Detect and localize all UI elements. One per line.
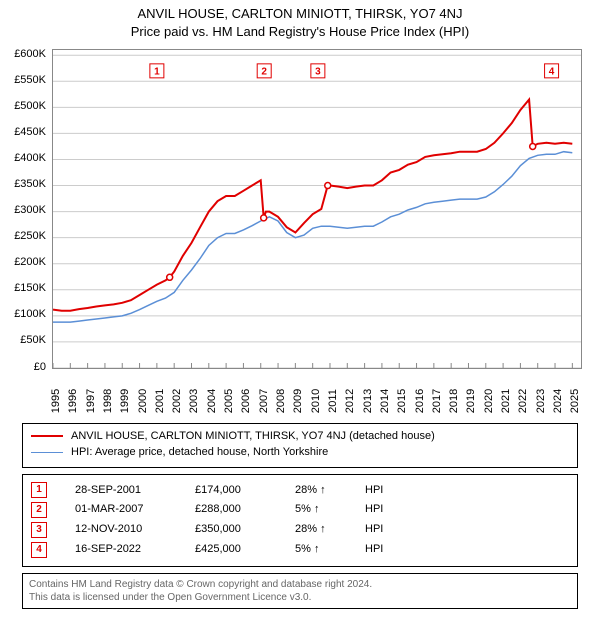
y-tick-label: £100K [14, 308, 46, 320]
transaction-marker: 1 [31, 482, 47, 498]
legend-swatch [31, 452, 63, 453]
transaction-row: 4 16-SEP-2022£425,0005% ↑HPI [31, 540, 569, 560]
transaction-date: 12-NOV-2010 [75, 520, 195, 540]
svg-text:1: 1 [154, 66, 160, 77]
x-tick-label: 2022 [517, 388, 529, 412]
x-tick-label: 2024 [552, 388, 564, 412]
x-tick-label: 2001 [154, 388, 166, 412]
transaction-row: 3 12-NOV-2010£350,00028% ↑HPI [31, 520, 569, 540]
transaction-row: 1 28-SEP-2001£174,00028% ↑HPI [31, 481, 569, 501]
transaction-marker: 4 [31, 542, 47, 558]
x-tick-label: 2006 [240, 388, 252, 412]
transaction-date: 28-SEP-2001 [75, 481, 195, 501]
svg-text:4: 4 [549, 66, 555, 77]
transaction-marker: 3 [31, 522, 47, 538]
plot: 1 2 3 4 [52, 49, 582, 369]
transaction-vs: HPI [365, 481, 383, 501]
transaction-diff: 28% ↑ [295, 481, 365, 501]
y-tick-label: £0 [34, 361, 46, 373]
transaction-row: 2 01-MAR-2007£288,0005% ↑HPI [31, 500, 569, 520]
legend-row: ANVIL HOUSE, CARLTON MINIOTT, THIRSK, YO… [31, 428, 569, 445]
x-tick-label: 2005 [223, 388, 235, 412]
x-tick-label: 2016 [414, 388, 426, 412]
chart-subtitle: Price paid vs. HM Land Registry's House … [0, 24, 600, 40]
transaction-marker: 2 [31, 502, 47, 518]
y-tick-label: £250K [14, 230, 46, 242]
legend-swatch [31, 435, 63, 437]
license-line: Contains HM Land Registry data © Crown c… [29, 578, 571, 591]
license-note: Contains HM Land Registry data © Crown c… [22, 573, 578, 609]
transaction-vs: HPI [365, 500, 383, 520]
y-axis-labels: £0 £50K £100K £150K £200K £250K £300K £350K £400… [0, 41, 50, 419]
x-tick-label: 1997 [85, 388, 97, 412]
x-tick-label: 2013 [362, 388, 374, 412]
chart-titles: ANVIL HOUSE, CARLTON MINIOTT, THIRSK, YO… [0, 0, 600, 41]
y-tick-label: £200K [14, 256, 46, 268]
legend-label: ANVIL HOUSE, CARLTON MINIOTT, THIRSK, YO… [71, 428, 435, 445]
y-tick-label: £400K [14, 152, 46, 164]
x-tick-label: 2015 [396, 388, 408, 412]
x-tick-label: 2020 [483, 388, 495, 412]
y-tick-label: £550K [14, 74, 46, 86]
x-tick-label: 2025 [569, 388, 581, 412]
x-tick-label: 1999 [119, 388, 131, 412]
legend-label: HPI: Average price, detached house, Nort… [71, 444, 328, 461]
transaction-diff: 5% ↑ [295, 540, 365, 560]
y-tick-label: £350K [14, 178, 46, 190]
transaction-diff: 28% ↑ [295, 520, 365, 540]
transaction-date: 01-MAR-2007 [75, 500, 195, 520]
x-tick-label: 2011 [327, 389, 339, 413]
transaction-price: £288,000 [195, 500, 295, 520]
chart-container: ANVIL HOUSE, CARLTON MINIOTT, THIRSK, YO… [0, 0, 600, 620]
transaction-vs: HPI [365, 520, 383, 540]
x-tick-label: 2007 [258, 388, 270, 412]
x-tick-label: 2018 [448, 388, 460, 412]
x-tick-label: 2004 [206, 388, 218, 412]
plot-svg: 1 2 3 4 [53, 50, 581, 368]
y-tick-label: £500K [14, 100, 46, 112]
x-tick-label: 2014 [379, 388, 391, 412]
x-tick-label: 1998 [102, 388, 114, 412]
transaction-date: 16-SEP-2022 [75, 540, 195, 560]
x-tick-label: 2000 [137, 388, 149, 412]
x-axis-labels: 1995 1996 1997 1998 1999 2000 2001 2002 2003 2004… [52, 373, 582, 419]
transaction-diff: 5% ↑ [295, 500, 365, 520]
transaction-price: £350,000 [195, 520, 295, 540]
x-tick-label: 2008 [275, 388, 287, 412]
x-tick-label: 2017 [431, 388, 443, 412]
x-tick-label: 2012 [344, 388, 356, 412]
transactions-table: 128-SEP-2001£174,00028% ↑HPI201-MAR-2007… [22, 474, 578, 567]
transaction-price: £425,000 [195, 540, 295, 560]
y-tick-label: £50K [20, 334, 46, 346]
legend: ANVIL HOUSE, CARLTON MINIOTT, THIRSK, YO… [22, 423, 578, 468]
y-tick-label: £450K [14, 126, 46, 138]
x-tick-label: 2009 [292, 388, 304, 412]
x-tick-label: 2010 [310, 388, 322, 412]
x-tick-label: 2023 [535, 388, 547, 412]
transaction-vs: HPI [365, 540, 383, 560]
y-tick-label: £600K [14, 48, 46, 60]
x-tick-label: 1995 [50, 388, 62, 412]
x-tick-label: 2019 [465, 388, 477, 412]
transaction-price: £174,000 [195, 481, 295, 501]
x-tick-label: 2002 [171, 388, 183, 412]
chart-title: ANVIL HOUSE, CARLTON MINIOTT, THIRSK, YO… [0, 6, 600, 22]
plot-area: £0 £50K £100K £150K £200K £250K £300K £350K £400… [0, 41, 600, 419]
legend-row: HPI: Average price, detached house, Nort… [31, 444, 569, 461]
x-tick-label: 2021 [500, 388, 512, 412]
svg-text:3: 3 [315, 66, 321, 77]
svg-text:2: 2 [261, 66, 267, 77]
x-tick-label: 2003 [188, 388, 200, 412]
y-tick-label: £150K [14, 282, 46, 294]
y-tick-label: £300K [14, 204, 46, 216]
x-tick-label: 1996 [67, 388, 79, 412]
license-line: This data is licensed under the Open Gov… [29, 591, 571, 604]
